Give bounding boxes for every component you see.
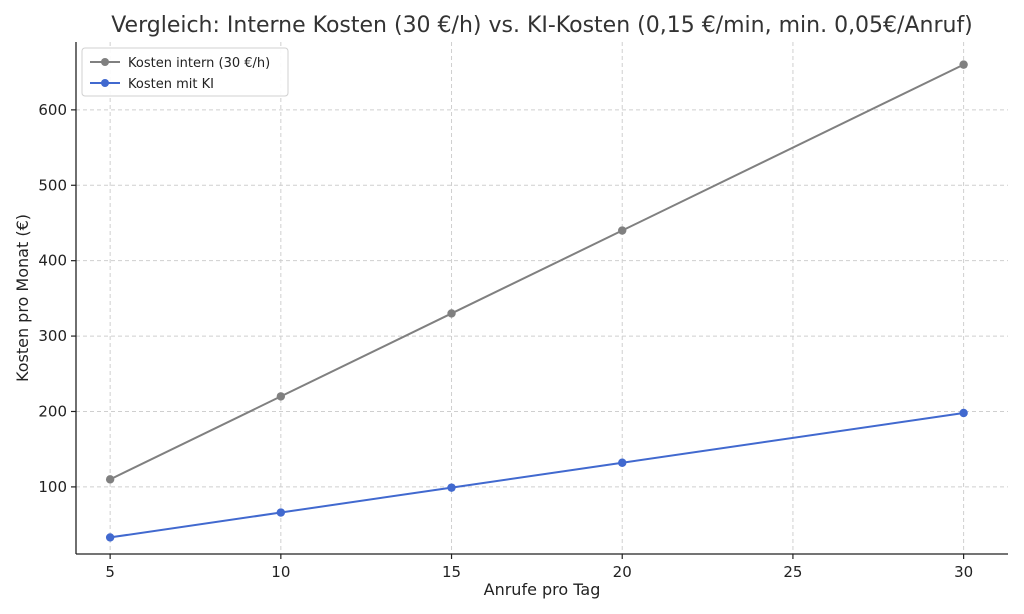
data-point bbox=[276, 392, 286, 401]
x-tick-label: 15 bbox=[442, 563, 461, 581]
legend-swatch-marker bbox=[101, 58, 109, 66]
data-point bbox=[105, 475, 115, 484]
axes bbox=[71, 42, 1008, 559]
series-group bbox=[105, 60, 968, 542]
x-tick-label: 25 bbox=[783, 563, 802, 581]
x-tick-label: 10 bbox=[271, 563, 290, 581]
chart-title: Vergleich: Interne Kosten (30 €/h) vs. K… bbox=[111, 13, 973, 38]
y-axis-label: Kosten pro Monat (€) bbox=[13, 214, 32, 382]
x-axis-label: Anrufe pro Tag bbox=[484, 580, 601, 599]
x-tick-label: 20 bbox=[613, 563, 632, 581]
data-point bbox=[105, 533, 115, 542]
x-tick-label: 5 bbox=[105, 563, 115, 581]
y-tick-label: 400 bbox=[38, 252, 67, 270]
series-line-2 bbox=[109, 412, 964, 539]
data-point bbox=[447, 309, 456, 318]
legend-label: Kosten mit KI bbox=[128, 77, 214, 92]
y-tick-label: 100 bbox=[38, 478, 67, 496]
legend-box bbox=[81, 47, 289, 97]
x-tick-label: 30 bbox=[954, 563, 973, 581]
y-tick-label: 300 bbox=[38, 327, 67, 345]
legend-label: Kosten intern (30 €/h) bbox=[128, 56, 270, 71]
y-tick-label: 600 bbox=[38, 101, 67, 119]
data-point bbox=[618, 458, 627, 467]
data-point bbox=[618, 226, 627, 235]
tick-labels: 5 10 15 20 25 30 100 200 300 400 500 600 bbox=[38, 101, 973, 581]
data-point bbox=[447, 483, 456, 492]
legend-swatch-marker bbox=[101, 79, 109, 87]
y-tick-label: 500 bbox=[38, 176, 67, 194]
y-tick-label: 200 bbox=[38, 402, 67, 420]
data-point bbox=[959, 60, 968, 69]
legend: Kosten intern (30 €/h) Kosten mit KI bbox=[81, 47, 289, 97]
data-point bbox=[276, 508, 286, 517]
series-line-1 bbox=[109, 63, 965, 481]
grid-lines bbox=[76, 42, 1008, 554]
data-point bbox=[959, 408, 968, 418]
